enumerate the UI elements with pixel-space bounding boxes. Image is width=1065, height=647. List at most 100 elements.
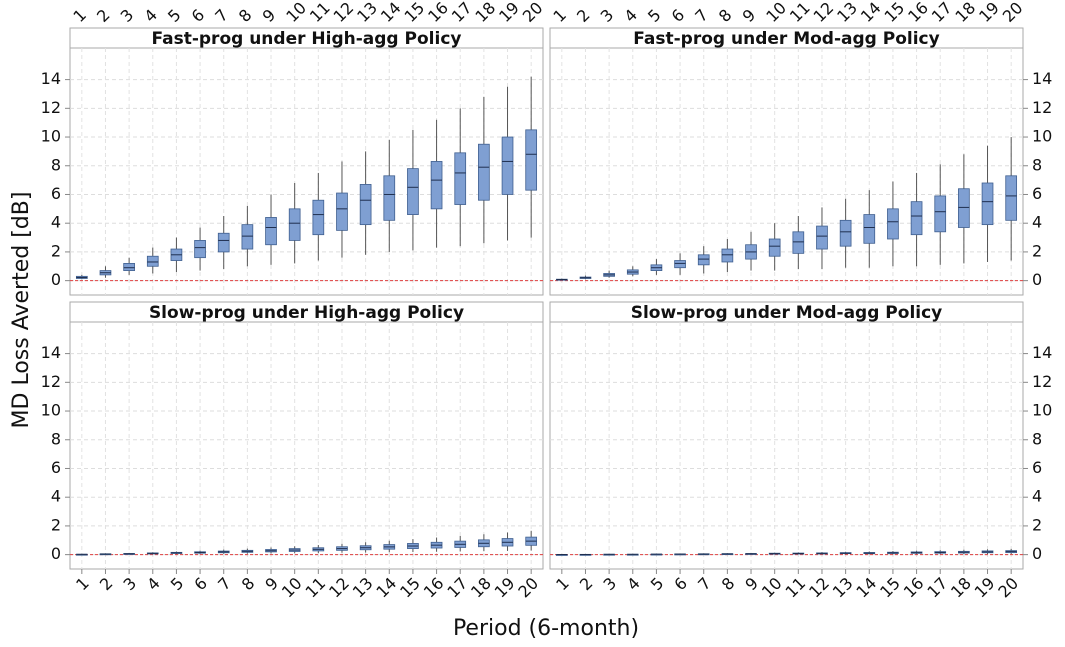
y-tick-label: 4 xyxy=(1032,213,1042,232)
y-tick-label: 12 xyxy=(41,98,61,117)
y-tick-label: 4 xyxy=(1032,487,1042,506)
x-tick-label: 2 xyxy=(96,574,117,595)
y-tick-label: 2 xyxy=(1032,241,1042,260)
x-tick-label: 8 xyxy=(238,574,259,595)
x-tick-label: 2 xyxy=(93,5,114,26)
x-tick-label: 4 xyxy=(140,5,161,26)
y-tick-label: 8 xyxy=(51,155,61,174)
x-tick-label: 8 xyxy=(235,5,256,26)
x-tick-label: 3 xyxy=(599,574,620,595)
x-tick-label: 7 xyxy=(694,574,715,595)
x-tick-label: 20 xyxy=(519,0,547,26)
y-tick-label: 10 xyxy=(1032,127,1052,146)
y-tick-label: 10 xyxy=(41,127,61,146)
box xyxy=(910,201,923,236)
plot-area xyxy=(549,47,1024,296)
x-tick-label: 5 xyxy=(167,574,188,595)
box xyxy=(194,240,206,259)
box xyxy=(839,219,852,247)
box xyxy=(288,208,301,241)
x-tick-label: 7 xyxy=(211,5,232,26)
box xyxy=(792,231,805,254)
y-tick-label: 8 xyxy=(1032,429,1042,448)
y-tick-label: 6 xyxy=(1032,458,1042,477)
y-tick-label: 12 xyxy=(41,372,61,391)
box xyxy=(146,255,159,267)
box xyxy=(863,214,876,244)
box xyxy=(958,188,970,228)
box xyxy=(454,152,467,205)
box xyxy=(359,184,372,226)
y-tick-label: 2 xyxy=(51,241,61,260)
y-tick-label: 8 xyxy=(51,429,61,448)
x-tick-label: 8 xyxy=(715,5,736,26)
y-tick-label: 10 xyxy=(1032,401,1052,420)
y-tick-label: 10 xyxy=(41,401,61,420)
x-tick-label: 7 xyxy=(691,5,712,26)
x-axis-title: Period (6-month) xyxy=(453,616,639,641)
x-tick-label: 3 xyxy=(119,574,140,595)
y-tick-label: 12 xyxy=(1032,372,1052,391)
x-tick-label: 6 xyxy=(188,5,209,26)
box xyxy=(934,195,947,233)
x-tick-label: 8 xyxy=(718,574,739,595)
y-tick-label: 12 xyxy=(1032,98,1052,117)
x-tick-label: 3 xyxy=(597,5,618,26)
box xyxy=(816,225,828,250)
box xyxy=(407,168,419,215)
panel-title: Fast-prog under Mod-agg Policy xyxy=(633,29,939,49)
y-tick-label: 6 xyxy=(51,184,61,203)
x-tick-label: 1 xyxy=(552,574,573,595)
y-tick-label: 0 xyxy=(51,544,61,563)
y-tick-label: 6 xyxy=(51,458,61,477)
x-tick-label: 7 xyxy=(214,574,235,595)
x-tick-label: 4 xyxy=(623,574,644,595)
box xyxy=(217,232,230,253)
x-tick-label: 20 xyxy=(999,0,1027,26)
y-tick-label: 6 xyxy=(1032,184,1042,203)
y-axis-title: MD Loss Averted [dB] xyxy=(9,192,34,429)
x-tick-label: 6 xyxy=(190,574,211,595)
box xyxy=(123,263,135,271)
box xyxy=(336,192,348,231)
x-tick-label: 5 xyxy=(164,5,185,26)
x-tick-label: 20 xyxy=(994,574,1022,602)
box xyxy=(1005,175,1018,221)
y-tick-label: 14 xyxy=(1032,343,1052,362)
x-tick-label: 9 xyxy=(261,574,282,595)
panel-title: Slow-prog under High-agg Policy xyxy=(149,303,464,323)
box xyxy=(525,129,538,191)
panel-title: Slow-prog under Mod-agg Policy xyxy=(631,303,943,323)
box xyxy=(265,217,277,246)
box xyxy=(241,224,254,250)
x-tick-label: 2 xyxy=(573,5,594,26)
x-tick-label: 3 xyxy=(117,5,138,26)
x-tick-label: 9 xyxy=(741,574,762,595)
box xyxy=(312,199,325,236)
y-tick-label: 4 xyxy=(51,213,61,232)
y-tick-label: 14 xyxy=(41,69,61,88)
box xyxy=(768,238,781,257)
y-tick-label: 0 xyxy=(1032,270,1042,289)
x-tick-label: 5 xyxy=(647,574,668,595)
x-tick-label: 4 xyxy=(620,5,641,26)
plot-area xyxy=(549,321,1024,570)
plot-area xyxy=(69,47,544,296)
box xyxy=(501,136,514,195)
x-tick-label: 4 xyxy=(143,574,164,595)
x-tick-label: 6 xyxy=(668,5,689,26)
box xyxy=(430,161,443,210)
panel-title: Fast-prog under High-agg Policy xyxy=(152,29,462,49)
y-tick-label: 2 xyxy=(51,515,61,534)
y-tick-label: 14 xyxy=(41,343,61,362)
box xyxy=(674,260,686,269)
box xyxy=(697,254,710,266)
y-tick-label: 4 xyxy=(51,487,61,506)
x-tick-label: 6 xyxy=(670,574,691,595)
x-tick-label: 1 xyxy=(69,5,90,26)
y-tick-label: 2 xyxy=(1032,515,1042,534)
plot-area xyxy=(69,321,544,570)
y-tick-label: 0 xyxy=(51,270,61,289)
y-tick-label: 8 xyxy=(1032,155,1042,174)
